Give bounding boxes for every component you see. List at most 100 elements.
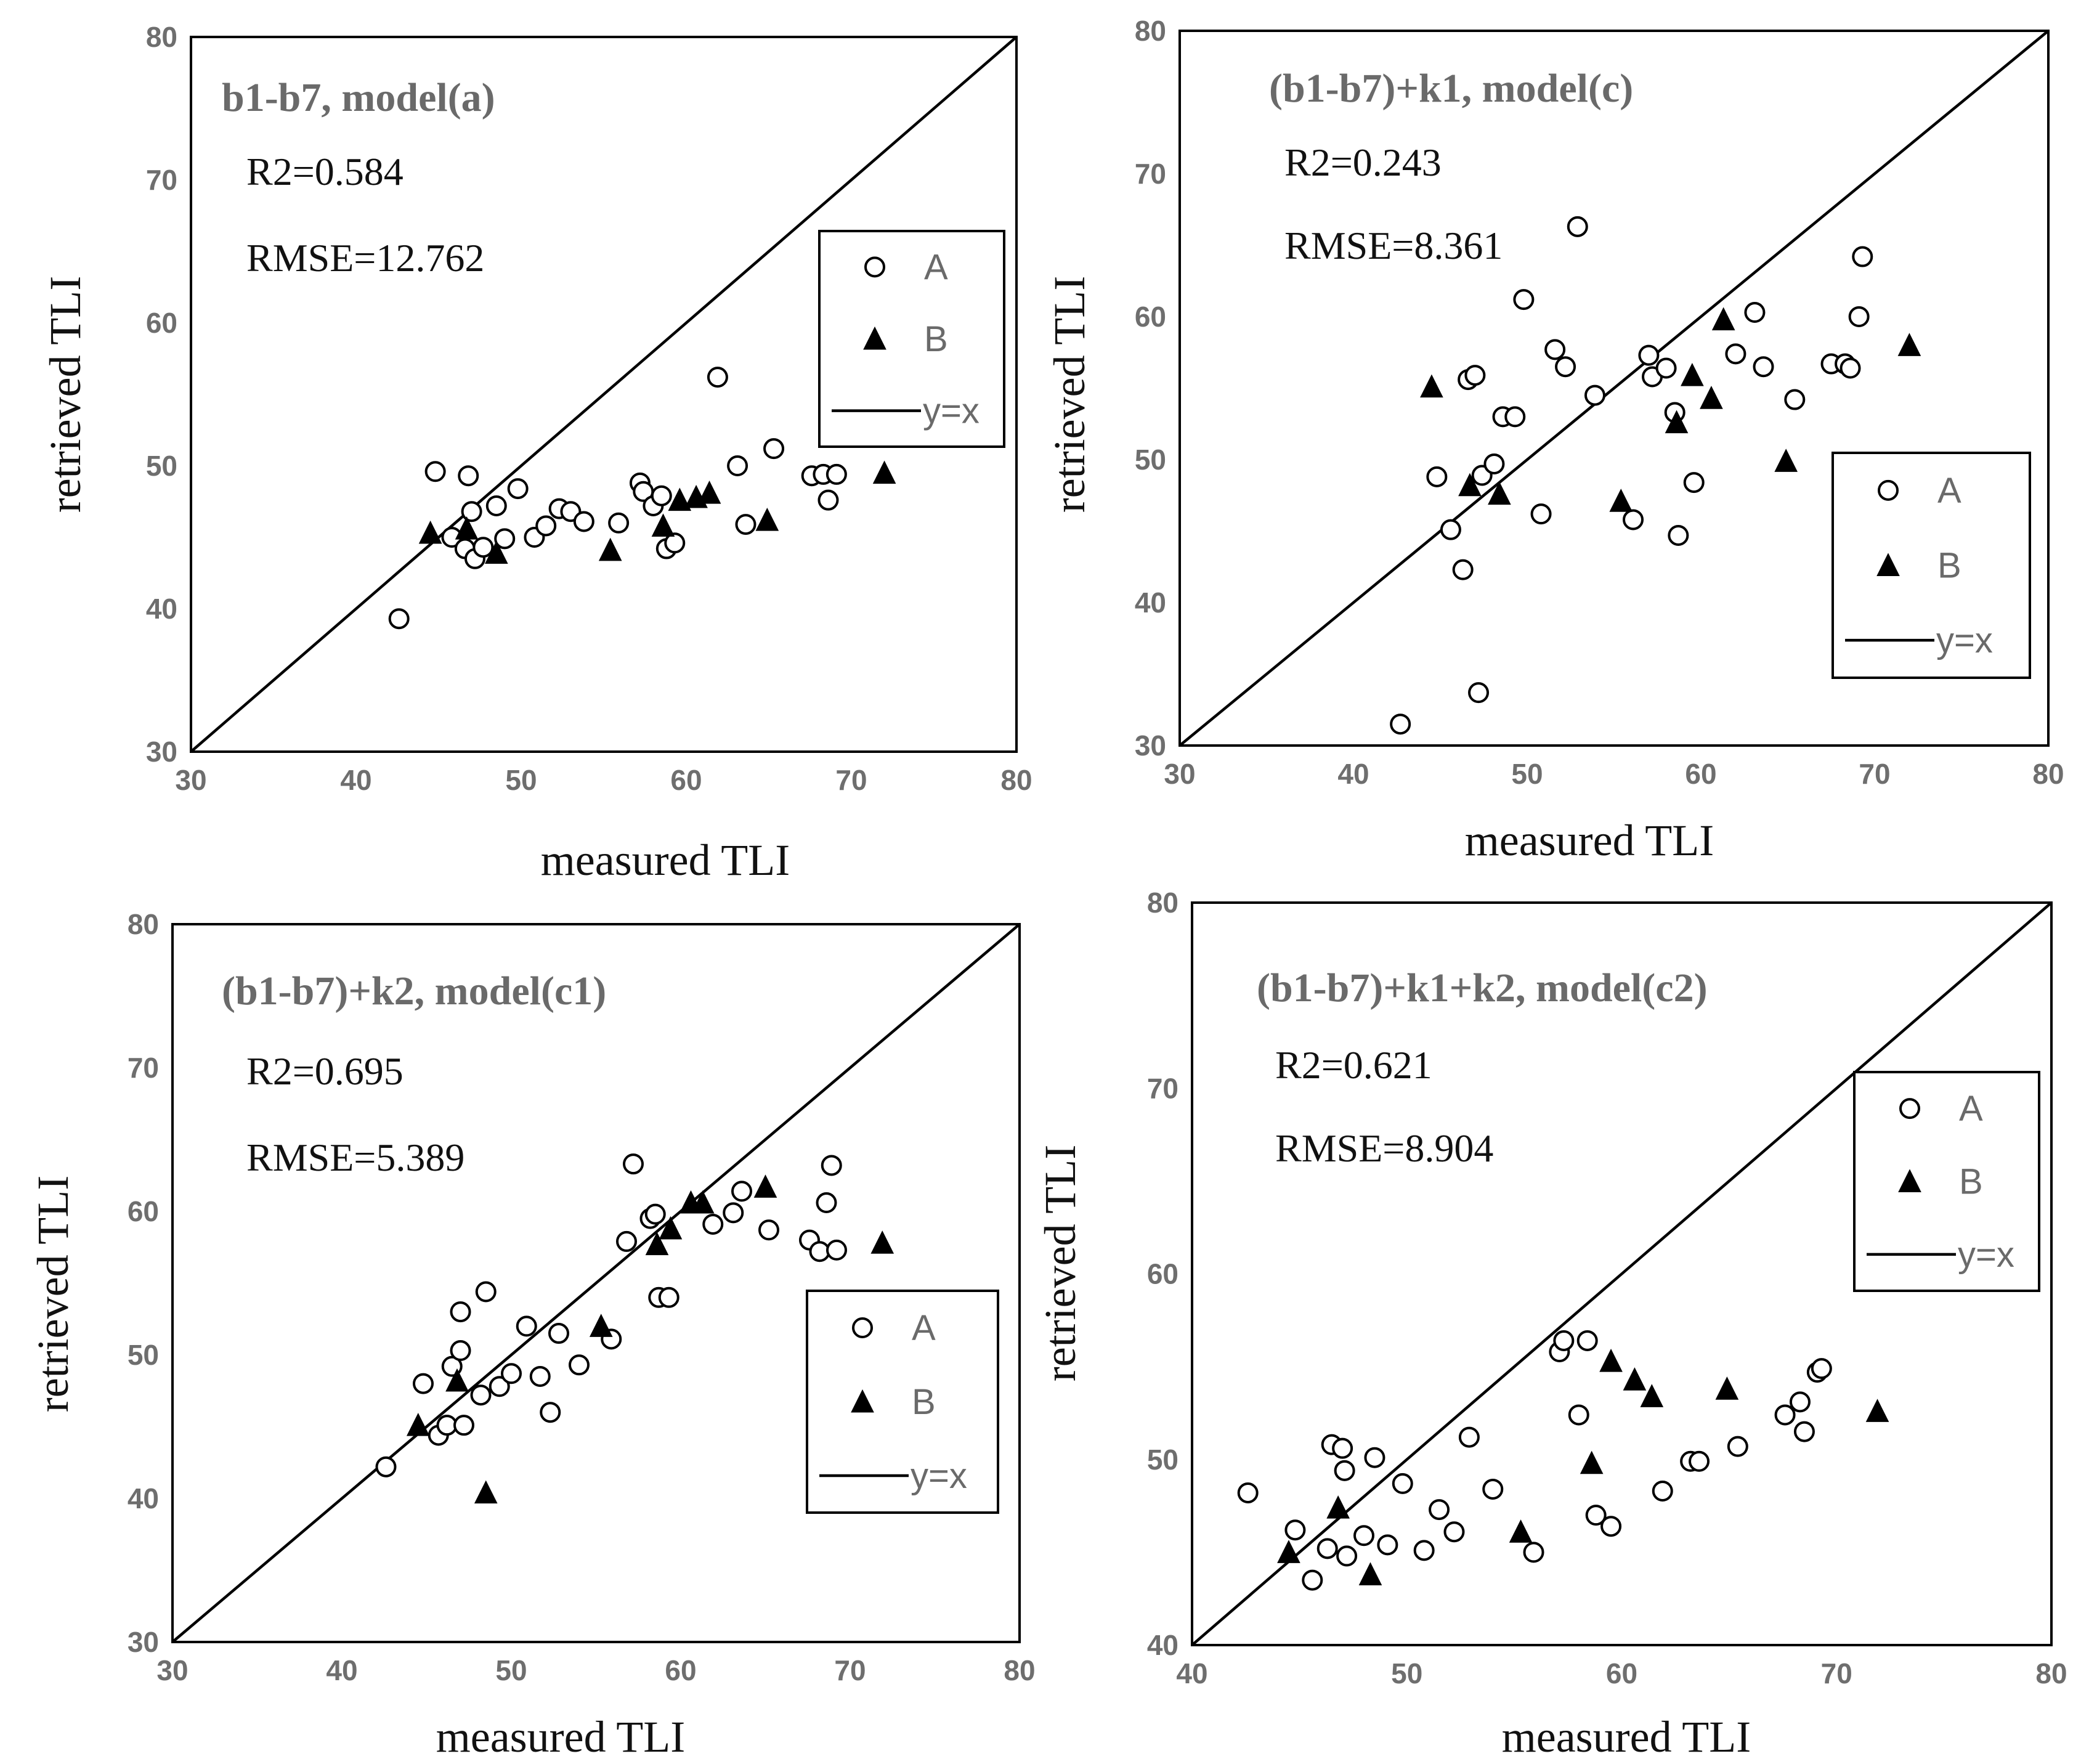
y-tick-label: 80 bbox=[1147, 887, 1178, 919]
legend-label-b: B bbox=[912, 1382, 936, 1422]
r2-label: R2=0.621 bbox=[1275, 1043, 1432, 1087]
data-point-a bbox=[1302, 1569, 1323, 1591]
y-tick-label: 40 bbox=[1135, 587, 1166, 619]
data-point-a bbox=[1482, 1478, 1504, 1500]
legend-box bbox=[806, 1290, 999, 1514]
data-point-a bbox=[758, 1219, 779, 1241]
data-point-a bbox=[1468, 682, 1490, 704]
data-point-a bbox=[826, 463, 847, 485]
data-point-a bbox=[1440, 519, 1461, 540]
data-point-a bbox=[723, 1202, 744, 1224]
data-point-a bbox=[1753, 356, 1774, 378]
y-axis-label: retrieved TLI bbox=[1036, 1145, 1085, 1381]
y-tick-label: 70 bbox=[128, 1052, 159, 1084]
legend-label-line: y=x bbox=[1958, 1235, 2014, 1275]
data-point-b bbox=[406, 1413, 430, 1436]
data-point-a bbox=[1353, 1525, 1374, 1547]
data-point-a bbox=[1744, 302, 1766, 323]
legend-label-a: A bbox=[912, 1308, 936, 1348]
data-point-a bbox=[1725, 343, 1746, 365]
data-point-b bbox=[445, 1368, 469, 1392]
rmse-label: RMSE=8.361 bbox=[1284, 224, 1503, 267]
x-tick-label: 80 bbox=[1000, 764, 1032, 796]
data-point-a bbox=[1567, 216, 1588, 237]
data-point-a bbox=[573, 511, 594, 532]
data-point-a bbox=[1364, 1447, 1385, 1468]
data-point-b bbox=[659, 1216, 683, 1240]
data-point-b bbox=[1711, 307, 1735, 331]
data-point-a bbox=[727, 455, 748, 476]
y-axis-label: retrieved TLI bbox=[28, 1176, 78, 1412]
data-point-a bbox=[1464, 365, 1486, 386]
data-point-a bbox=[1789, 1391, 1811, 1413]
data-point-b bbox=[1420, 374, 1443, 398]
data-point-a bbox=[1638, 344, 1660, 366]
data-point-b bbox=[1609, 489, 1633, 512]
legend-marker-b bbox=[1876, 553, 1900, 576]
data-point-a bbox=[1576, 1330, 1598, 1351]
legend-label-line: y=x bbox=[1936, 620, 1993, 660]
rmse-label: RMSE=5.389 bbox=[246, 1136, 464, 1179]
data-point-a bbox=[1284, 1519, 1306, 1541]
y-tick-label: 40 bbox=[128, 1482, 159, 1514]
data-point-b bbox=[1681, 363, 1704, 386]
data-point-a bbox=[1504, 406, 1526, 428]
x-tick-label: 30 bbox=[156, 1654, 188, 1686]
data-point-a bbox=[1390, 713, 1411, 735]
data-point-b bbox=[645, 1232, 669, 1256]
legend-box bbox=[1832, 452, 2031, 679]
legend-marker-a bbox=[864, 256, 885, 278]
x-tick-label: 40 bbox=[1337, 758, 1369, 790]
data-point-a bbox=[1513, 289, 1535, 311]
data-point-a bbox=[1793, 1421, 1815, 1442]
panel-title: b1-b7, model(a) bbox=[222, 75, 495, 120]
data-point-b bbox=[1897, 333, 1921, 356]
x-tick-label: 40 bbox=[1176, 1657, 1207, 1689]
plot-area bbox=[1191, 901, 2053, 1646]
data-point-a bbox=[529, 1365, 551, 1387]
data-point-a bbox=[821, 1155, 842, 1176]
x-tick-label: 50 bbox=[505, 764, 537, 796]
data-point-a bbox=[826, 1239, 847, 1261]
data-point-a bbox=[608, 512, 630, 534]
x-tick-label: 40 bbox=[326, 1654, 357, 1686]
y-tick-label: 80 bbox=[1135, 15, 1166, 47]
identity-line bbox=[1191, 901, 2053, 1646]
x-tick-label: 60 bbox=[670, 764, 702, 796]
identity-line bbox=[171, 923, 1021, 1643]
x-tick-label: 70 bbox=[1859, 758, 1890, 790]
y-tick-label: 30 bbox=[1135, 730, 1166, 762]
data-point-b bbox=[484, 540, 508, 564]
data-point-a bbox=[1852, 246, 1873, 267]
y-tick-label: 70 bbox=[1135, 158, 1166, 190]
data-point-b bbox=[1358, 1562, 1382, 1586]
data-point-b bbox=[1715, 1376, 1739, 1400]
x-tick-label: 80 bbox=[2035, 1657, 2067, 1689]
y-tick-label: 50 bbox=[128, 1339, 159, 1371]
plot-area bbox=[171, 923, 1021, 1643]
data-point-b bbox=[1509, 1519, 1533, 1543]
x-tick-label: 50 bbox=[495, 1654, 527, 1686]
data-point-a bbox=[470, 1384, 492, 1406]
data-point-a bbox=[1811, 1358, 1832, 1380]
panel-title: (b1-b7)+k1, model(c) bbox=[1269, 66, 1633, 111]
x-tick-label: 30 bbox=[1164, 758, 1195, 790]
data-point-b bbox=[697, 480, 721, 504]
data-point-a bbox=[1727, 1436, 1748, 1457]
legend-marker-a bbox=[1899, 1098, 1920, 1120]
legend-label-b: B bbox=[1937, 546, 1961, 586]
data-point-a bbox=[1316, 1538, 1338, 1559]
data-point-a bbox=[1336, 1545, 1358, 1567]
chart-panel-3: 30 40 50 60 70 80 30 40 50 60 70 80 measured TLI retr… bbox=[28, 908, 1036, 1762]
data-point-a bbox=[702, 1213, 724, 1235]
data-point-b bbox=[1774, 449, 1798, 472]
data-point-a bbox=[1840, 357, 1861, 379]
legend: ABy=x bbox=[1832, 452, 2031, 679]
data-point-b bbox=[1865, 1399, 1889, 1422]
data-point-a bbox=[375, 1456, 397, 1477]
data-point-a bbox=[1452, 559, 1474, 580]
identity-line bbox=[1178, 30, 2050, 747]
data-point-a bbox=[453, 1415, 474, 1436]
y-axis-label: retrieved TLI bbox=[1045, 276, 1094, 513]
y-tick-label: 50 bbox=[1147, 1444, 1178, 1476]
